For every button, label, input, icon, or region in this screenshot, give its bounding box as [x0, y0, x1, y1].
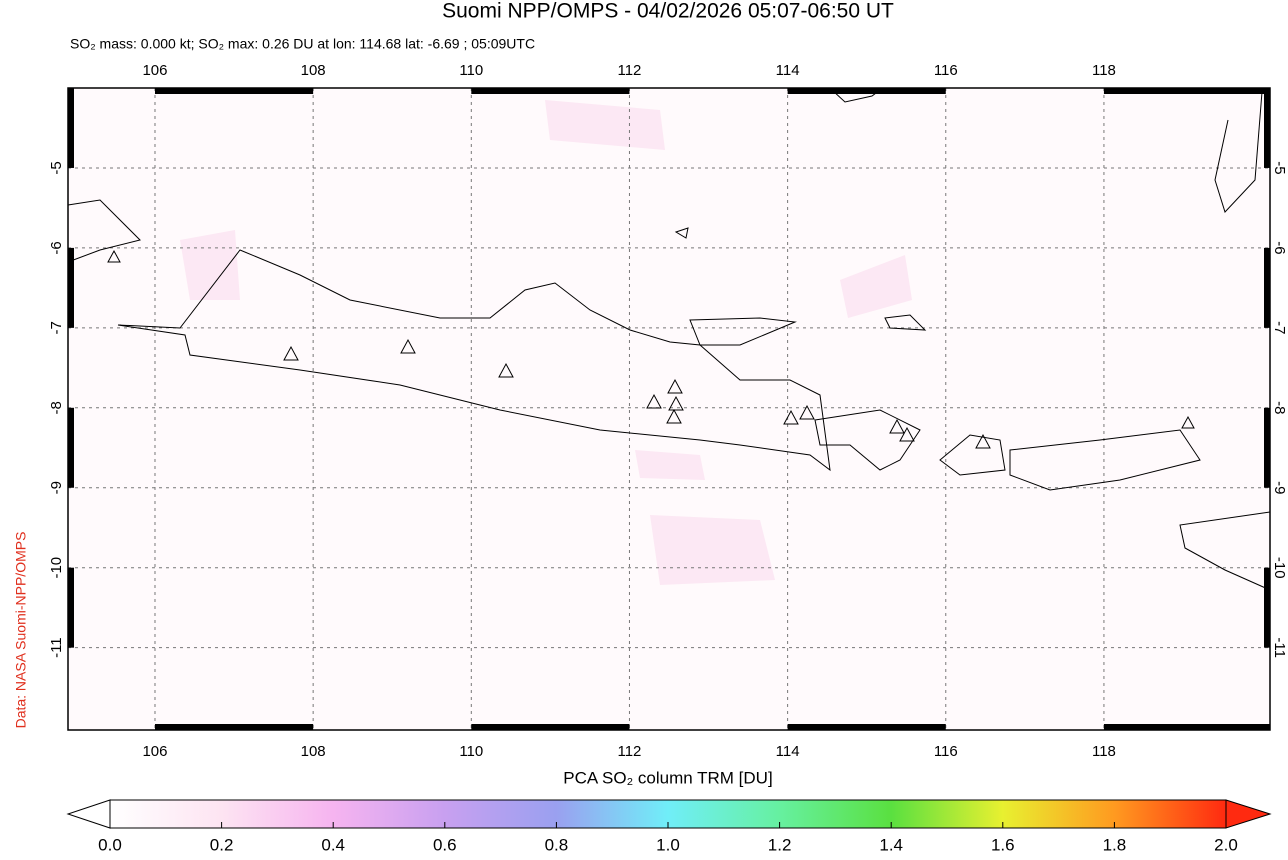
x-tick-label: 118: [1092, 743, 1116, 760]
x-tick-label: 116: [934, 743, 958, 760]
frame-segment: [154, 724, 314, 730]
colorbar-label: PCA SO₂ column TRM [DU]: [563, 768, 772, 787]
colorbar-tick-label: 1.8: [1103, 835, 1127, 854]
frame-segment: [1103, 724, 1270, 730]
x-tick-label: 114: [776, 62, 800, 79]
frame-segment: [154, 88, 314, 94]
side-label: Data: NASA Suomi-NPP/OMPS: [13, 532, 29, 729]
y-tick-label: -10: [1271, 557, 1288, 579]
colorbar-tick-label: 0.2: [210, 835, 234, 854]
x-tick-label: 112: [617, 743, 641, 760]
colorbar-tick-label: 0.4: [321, 835, 345, 854]
x-tick-label: 106: [142, 62, 167, 79]
y-tick-label: -7: [1271, 321, 1288, 334]
x-tick-label: 116: [934, 62, 958, 79]
y-tick-label: -9: [48, 481, 65, 494]
subtitle: SO₂ mass: 0.000 kt; SO₂ max: 0.26 DU at …: [70, 36, 535, 52]
y-tick-label: -10: [48, 557, 65, 579]
colorbar: PCA SO₂ column TRM [DU] 0.0 0.2 0.4 0.6 0.8 1…: [66, 768, 1272, 854]
frame-segment: [1264, 247, 1270, 328]
colorbar-tick-label: 0.6: [433, 835, 457, 854]
y-tick-label: -8: [1271, 401, 1288, 414]
x-tick-label: 114: [776, 743, 800, 760]
x-tick-label: 112: [617, 62, 641, 79]
x-tick-label: 108: [301, 62, 326, 79]
frame-segment: [1264, 567, 1270, 648]
colorbar-low-end: [66, 799, 111, 829]
frame-segment: [1264, 88, 1270, 168]
x-tick-label: 110: [459, 743, 483, 760]
x-tick-label: 106: [142, 743, 167, 760]
x-tick-label: 118: [1092, 62, 1116, 79]
frame-segment: [1264, 407, 1270, 488]
y-tick-label: -5: [1271, 161, 1288, 174]
colorbar-tick-label: 1.0: [656, 835, 680, 854]
frame-segment: [787, 88, 946, 94]
y-tick-label: -9: [1271, 481, 1288, 494]
frame-segment: [68, 247, 74, 328]
colorbar-tick-label: 2.0: [1214, 835, 1238, 854]
x-tick-label: 110: [459, 62, 483, 79]
frame-segment: [1103, 88, 1270, 94]
y-tick-label: -11: [1271, 637, 1288, 658]
colorbar-tick-label: 0.8: [545, 835, 569, 854]
frame-segment: [68, 567, 74, 648]
colorbar-high-end: [1225, 799, 1272, 829]
frame-segment: [68, 407, 74, 488]
y-tick-label: -5: [48, 161, 65, 174]
y-tick-label: -11: [48, 637, 65, 658]
map-border: [67, 87, 1271, 731]
colorbar-tick-label: 1.2: [768, 835, 792, 854]
x-tick-label: 108: [301, 743, 326, 760]
colorbar-tick-label: 1.6: [991, 835, 1015, 854]
frame-segment: [471, 724, 630, 730]
colorbar-tick-label: 1.4: [879, 835, 903, 854]
frame-segment: [787, 724, 946, 730]
y-tick-label: -8: [48, 401, 65, 414]
frame-segment: [471, 88, 630, 94]
y-tick-label: -6: [48, 241, 65, 254]
frame-segment: [68, 88, 74, 168]
y-tick-label: -6: [1271, 241, 1288, 254]
y-tick-label: -7: [48, 321, 65, 334]
so2-patches: [180, 100, 912, 585]
volcanoes: [107, 249, 1195, 449]
title: Suomi NPP/OMPS - 04/02/2026 05:07-06:50 …: [442, 0, 894, 23]
colorbar-tick-label: 0.0: [98, 835, 122, 854]
frame: [68, 88, 1270, 730]
